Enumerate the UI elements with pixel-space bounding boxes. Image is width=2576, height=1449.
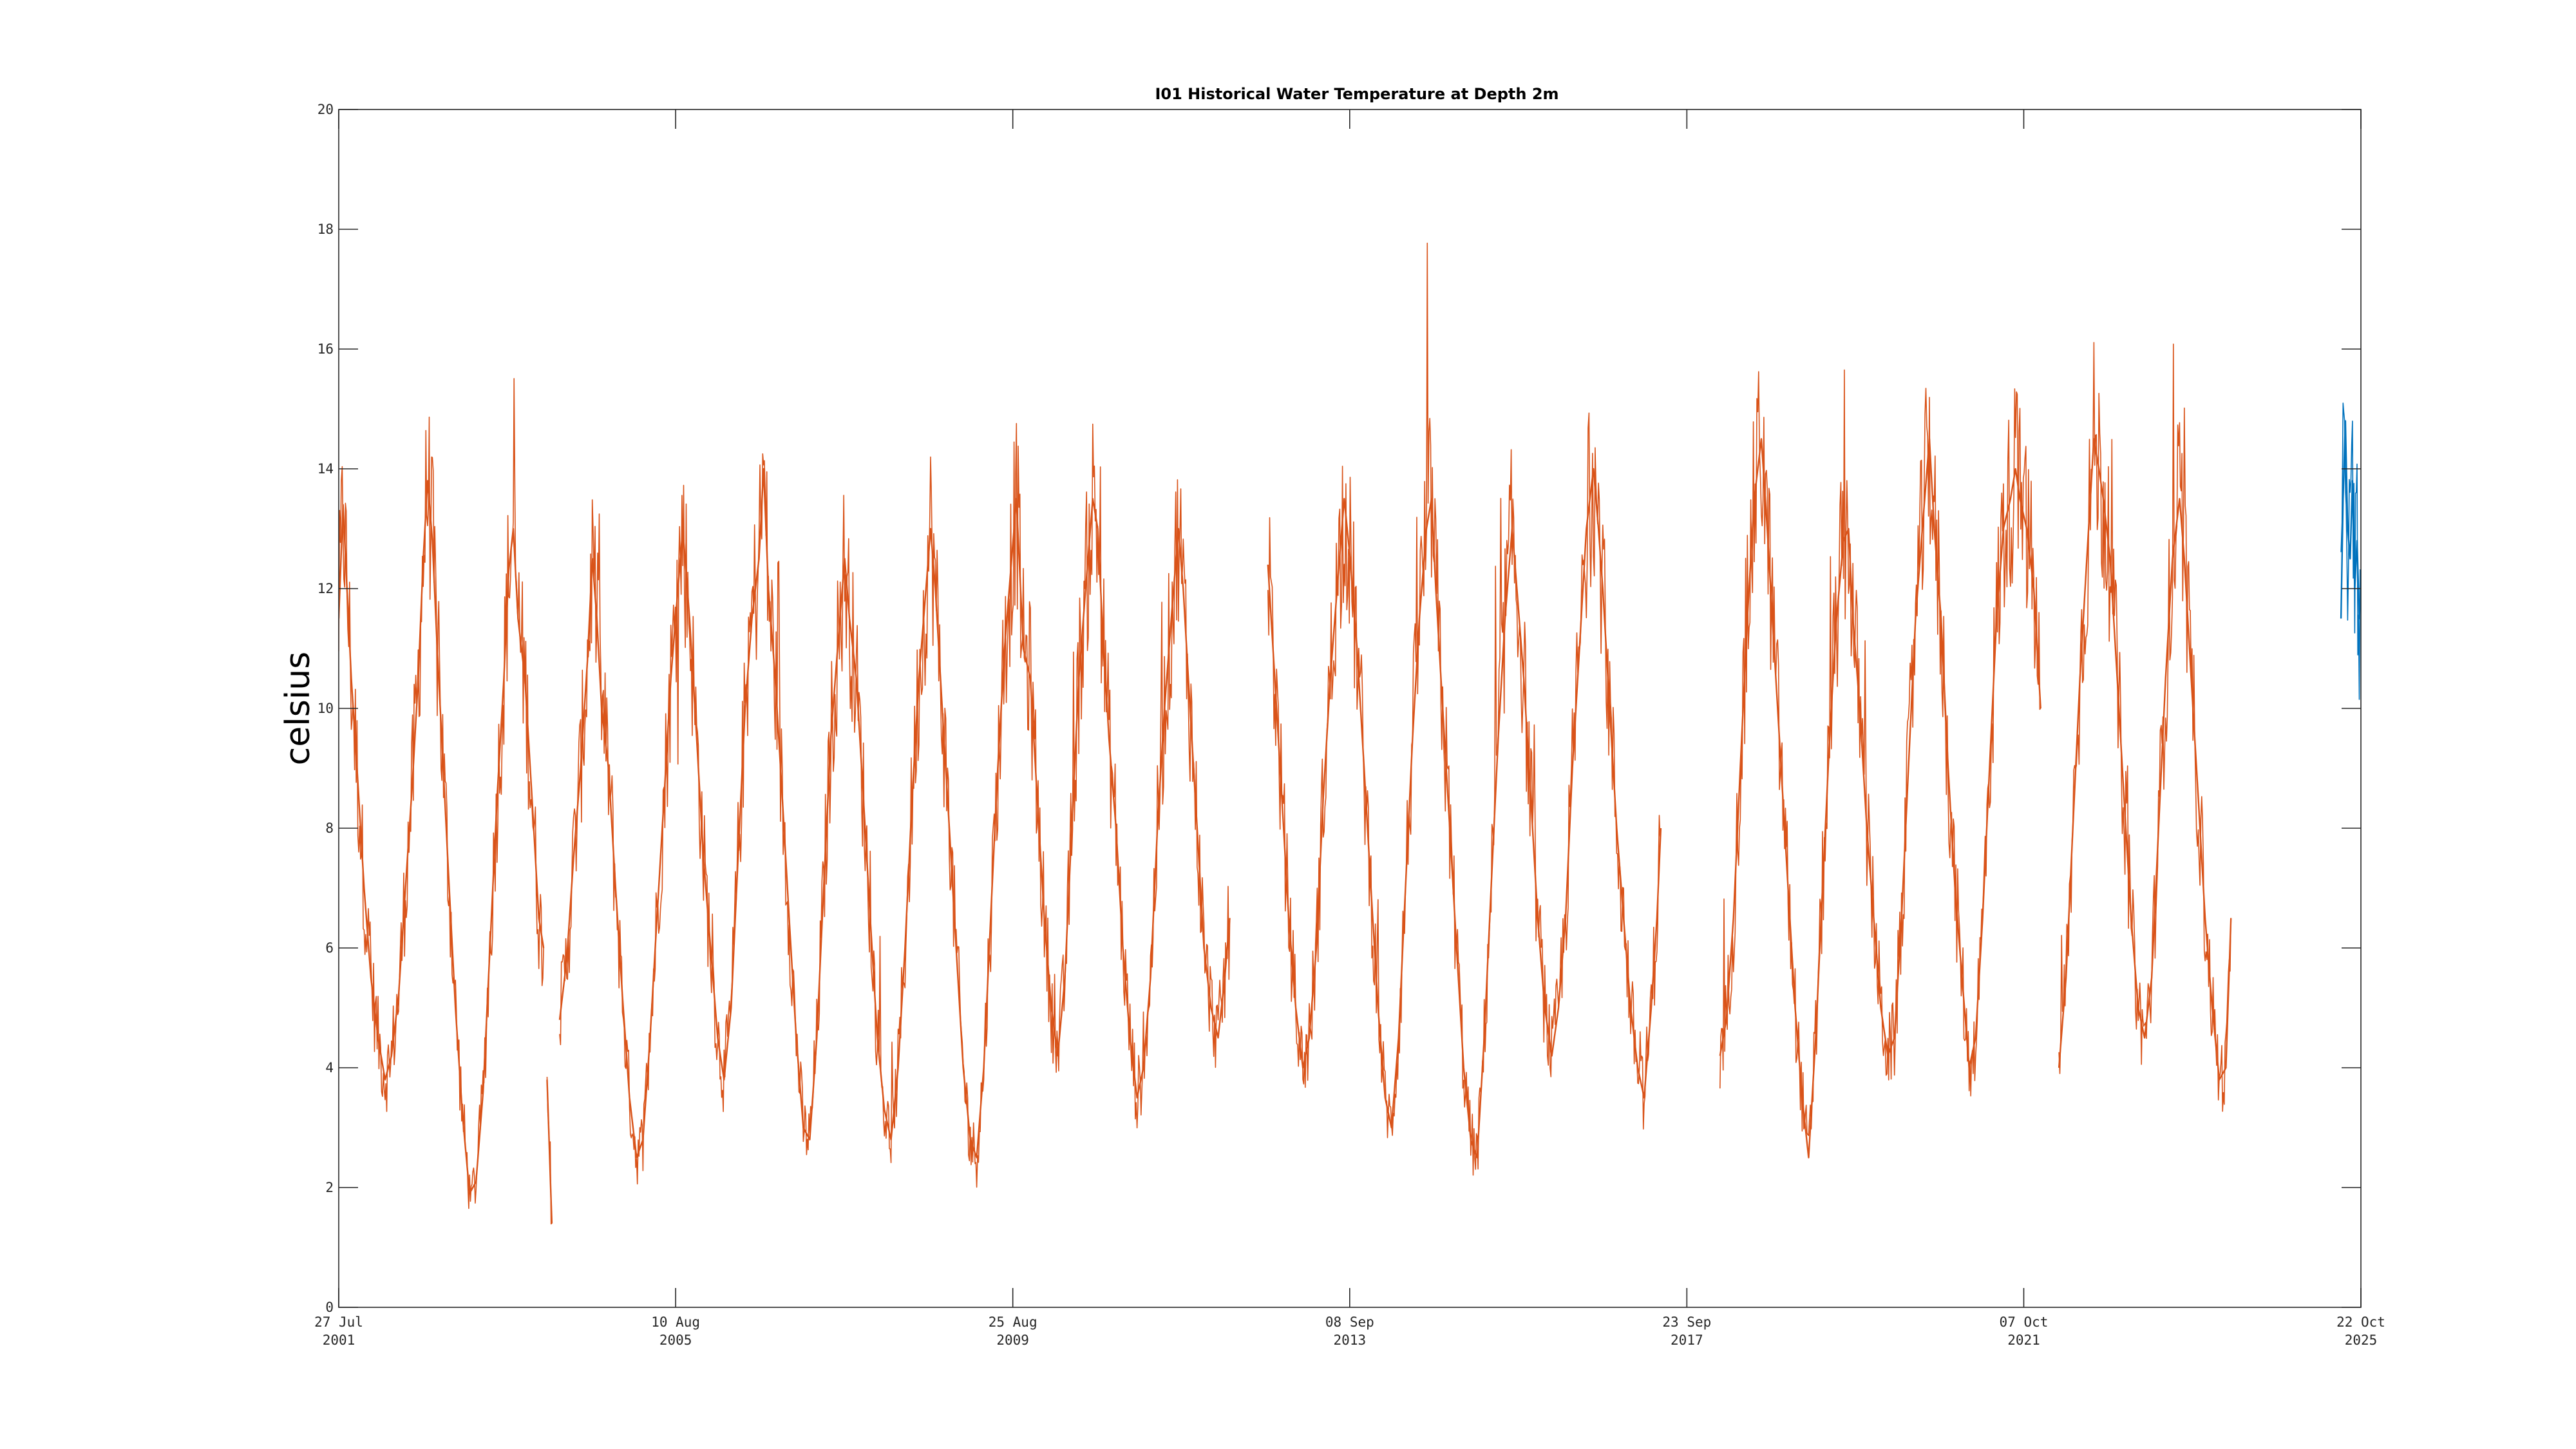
- series-raw-line: [2058, 341, 2231, 1112]
- series-layer: [339, 242, 2361, 1225]
- x-tick-label-year: 2013: [1334, 1332, 1367, 1348]
- chart-title: I01 Historical Water Temperature at Dept…: [1155, 85, 1558, 103]
- series-line: [1719, 438, 2041, 1159]
- x-tick-label-year: 2009: [996, 1332, 1029, 1348]
- y-tick-label: 16: [317, 341, 334, 357]
- y-tick-label: 12: [317, 581, 334, 596]
- y-tick-label: 8: [325, 820, 334, 836]
- series-line: [339, 480, 545, 1195]
- x-tick-label-year: 2021: [2007, 1332, 2040, 1348]
- series-2: [2340, 402, 2361, 700]
- x-tick-label-year: 2005: [659, 1332, 692, 1348]
- series-raw-line: [1267, 242, 1662, 1176]
- y-axis-label: celsius: [279, 652, 317, 766]
- series-raw-line: [2340, 402, 2361, 700]
- y-tick-label: 6: [325, 940, 334, 956]
- x-tick-label-date: 07 Oct: [2000, 1314, 2049, 1330]
- x-tick-label-year: 2017: [1671, 1332, 1703, 1348]
- x-tick-label-year: 2025: [2345, 1332, 2378, 1348]
- series-1: [339, 242, 2232, 1225]
- y-tick-label: 2: [325, 1180, 334, 1195]
- y-tick-label: 0: [325, 1300, 334, 1315]
- y-tick-label: 18: [317, 222, 334, 237]
- x-tick-label-date: 27 Jul: [314, 1314, 363, 1330]
- series-raw-line: [546, 1077, 553, 1225]
- x-tick-label-date: 25 Aug: [989, 1314, 1037, 1330]
- x-tick-label-date: 22 Oct: [2336, 1314, 2385, 1330]
- series-raw-line: [339, 377, 544, 1209]
- y-tick-label: 20: [317, 102, 334, 117]
- series-raw-line: [1719, 369, 2041, 1136]
- y-axis: 0 2 4 6 8 10 12 14 16 18 20: [317, 102, 2361, 1315]
- series-line: [2340, 420, 2361, 620]
- y-tick-label: 14: [317, 461, 334, 477]
- x-tick-label-date: 08 Sep: [1325, 1314, 1374, 1330]
- y-tick-label: 4: [325, 1060, 334, 1075]
- x-axis: 27 Jul 2001 10 Aug 2005 25 Aug 2009 08 Sep 2013…: [314, 109, 2385, 1348]
- x-tick-label-date: 23 Sep: [1662, 1314, 1711, 1330]
- x-tick-label-date: 10 Aug: [651, 1314, 700, 1330]
- plot-area: [339, 109, 2361, 1307]
- series-raw-line: [559, 422, 1231, 1188]
- y-tick-label: 10: [317, 701, 334, 716]
- x-tick-label-year: 2001: [323, 1332, 355, 1348]
